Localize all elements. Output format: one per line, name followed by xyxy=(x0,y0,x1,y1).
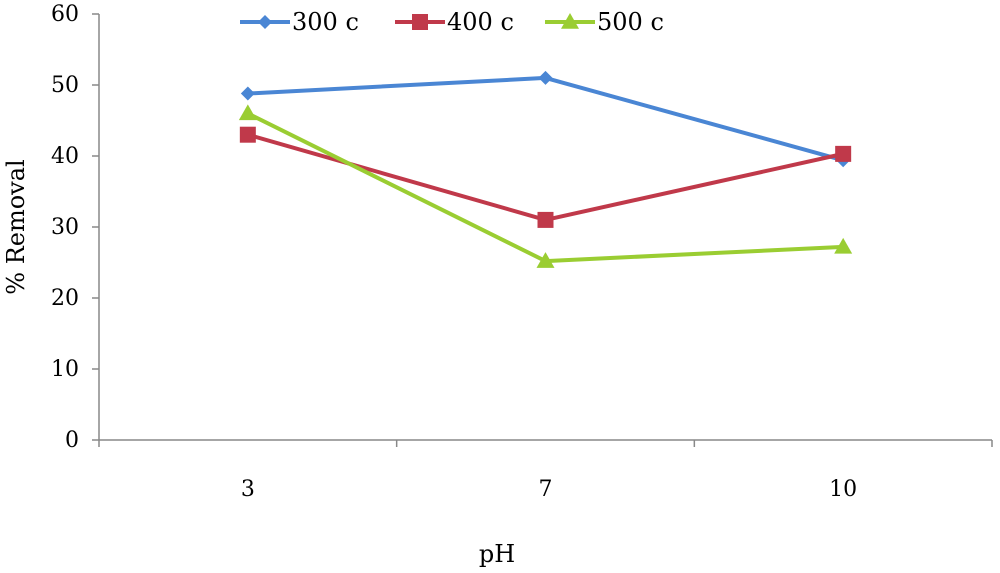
data-point xyxy=(538,70,553,85)
legend-swatch-marker xyxy=(412,14,428,30)
data-point xyxy=(834,237,853,254)
legend-item: 400 c xyxy=(395,8,514,36)
y-tick-label: 0 xyxy=(65,428,79,453)
data-point xyxy=(537,211,554,228)
series-400-c xyxy=(239,126,852,228)
y-ticks: 0 10 20 30 40 50 60 xyxy=(51,2,99,453)
data-point xyxy=(239,126,256,143)
data-point xyxy=(835,145,852,162)
data-point xyxy=(240,86,255,101)
y-tick-label: 50 xyxy=(51,73,79,98)
legend-item: 500 c xyxy=(545,8,664,36)
y-axis-title: % Removal xyxy=(2,159,30,294)
series-layer xyxy=(238,70,853,268)
y-tick-label: 10 xyxy=(51,357,79,382)
legend-swatch-marker xyxy=(561,13,579,29)
x-tick-label: 10 xyxy=(829,477,857,502)
x-tick-label: 7 xyxy=(539,477,553,502)
series-500-c xyxy=(238,104,853,268)
series-line xyxy=(247,75,844,163)
x-axis-title: pH xyxy=(479,540,515,568)
legend: 300 c 400 c 500 c xyxy=(240,8,664,36)
y-tick-label: 20 xyxy=(51,286,79,311)
legend-swatch-marker xyxy=(258,15,272,29)
legend-label: 300 c xyxy=(292,8,359,36)
data-point xyxy=(238,104,257,121)
legend-label: 500 c xyxy=(597,8,664,36)
data-point xyxy=(536,252,555,268)
y-tick-label: 40 xyxy=(51,144,79,169)
y-tick-label: 30 xyxy=(51,215,79,240)
legend-label: 400 c xyxy=(447,8,514,36)
legend-item: 300 c xyxy=(240,8,359,36)
series-300-c xyxy=(240,70,851,168)
series-line xyxy=(247,132,844,222)
x-tick-label: 3 xyxy=(241,477,255,502)
x-ticks: 3 7 10 xyxy=(98,440,993,502)
y-tick-label: 60 xyxy=(51,2,79,27)
